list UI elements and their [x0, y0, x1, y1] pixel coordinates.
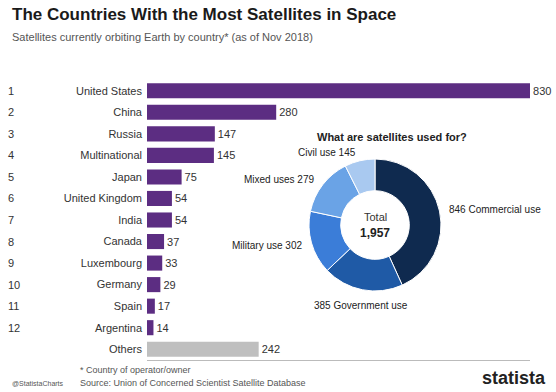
svg-text:2: 2	[8, 106, 14, 118]
svg-text:7: 7	[8, 214, 14, 226]
svg-text:54: 54	[175, 214, 187, 226]
svg-text:9: 9	[8, 257, 14, 269]
svg-text:11: 11	[8, 300, 19, 312]
svg-text:37: 37	[167, 236, 179, 248]
svg-text:14: 14	[156, 322, 168, 334]
svg-text:12: 12	[8, 322, 20, 334]
svg-text:India: India	[118, 214, 143, 226]
svg-text:Japan: Japan	[112, 171, 142, 183]
svg-text:6: 6	[8, 192, 14, 204]
svg-text:33: 33	[165, 257, 177, 269]
svg-text:The Countries With the Most Sa: The Countries With the Most Satellites i…	[12, 5, 396, 24]
svg-text:China: China	[113, 106, 143, 118]
svg-text:3: 3	[8, 128, 14, 140]
svg-text:statista: statista	[482, 368, 546, 388]
svg-text:147: 147	[218, 128, 236, 140]
svg-text:United Kingdom: United Kingdom	[64, 192, 142, 204]
svg-text:Source: Union of Concerned Sci: Source: Union of Concerned Scientist Sat…	[80, 378, 306, 388]
svg-text:Luxembourg: Luxembourg	[81, 257, 142, 269]
svg-text:75: 75	[185, 171, 197, 183]
svg-text:Spain: Spain	[114, 300, 142, 312]
svg-text:Germany: Germany	[97, 278, 143, 290]
svg-text:* Country of operator/owner: * Country of operator/owner	[80, 365, 191, 375]
svg-text:Multinational: Multinational	[80, 149, 142, 161]
svg-text:Satellites currently orbiting: Satellites currently orbiting Earth by c…	[12, 31, 313, 43]
svg-text:Civil use 145: Civil use 145	[298, 147, 356, 158]
svg-text:17: 17	[158, 300, 170, 312]
svg-text:145: 145	[217, 149, 235, 161]
svg-text:830: 830	[533, 85, 551, 97]
svg-text:Military use 302: Military use 302	[232, 240, 302, 251]
svg-text:54: 54	[175, 192, 187, 204]
svg-text:What are satellites used for?: What are satellites used for?	[317, 131, 467, 143]
svg-text:1,957: 1,957	[360, 226, 390, 240]
svg-text:Argentina: Argentina	[95, 322, 143, 334]
svg-text:846 Commercial use: 846 Commercial use	[449, 204, 541, 215]
svg-text:Others: Others	[109, 343, 143, 355]
svg-text:10: 10	[8, 279, 20, 291]
svg-text:Russia: Russia	[108, 128, 143, 140]
svg-text:Mixed uses 279: Mixed uses 279	[244, 174, 314, 185]
svg-text:5: 5	[8, 171, 14, 183]
svg-text:Total: Total	[364, 211, 387, 223]
svg-text:4: 4	[8, 149, 14, 161]
svg-text:@StatistaCharts: @StatistaCharts	[12, 380, 64, 387]
svg-text:280: 280	[279, 106, 297, 118]
svg-text:United States: United States	[76, 85, 143, 97]
svg-text:385 Government use: 385 Government use	[314, 300, 408, 311]
svg-text:1: 1	[8, 85, 14, 97]
svg-text:8: 8	[8, 236, 14, 248]
svg-text:Canada: Canada	[103, 235, 142, 247]
svg-text:29: 29	[163, 279, 175, 291]
svg-text:242: 242	[262, 343, 280, 355]
